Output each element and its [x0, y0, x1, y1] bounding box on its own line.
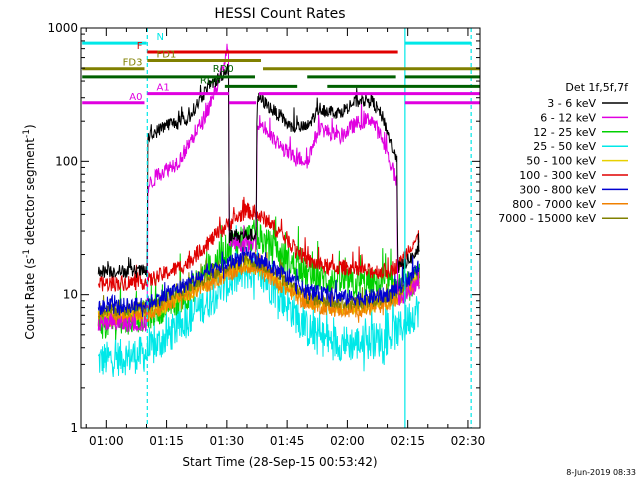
- flag-label-f: F: [137, 41, 143, 52]
- flag-label-a0: A0: [129, 92, 142, 103]
- y-axis-label-sup2: -1: [22, 129, 32, 138]
- series-line-800-7000keV: [97, 252, 420, 328]
- y-axis-label-sup1: -1: [22, 249, 32, 258]
- footer-date: 8-Jun-2019 08:33: [566, 468, 636, 477]
- x-tick-label-0115: 01:15: [149, 434, 184, 448]
- y-tick-label-10: 10: [63, 288, 78, 302]
- flag-label-fd3: FD3: [123, 58, 143, 69]
- x-tick-label-0145: 01:45: [270, 434, 305, 448]
- flag-label-fd1: FD1: [157, 50, 177, 61]
- legend-label-6: 300 - 800 keV: [519, 183, 596, 196]
- plot-frame: [80, 27, 481, 429]
- x-tick-label-0100: 01:00: [89, 434, 124, 448]
- legend-label-4: 50 - 100 keV: [526, 155, 596, 168]
- y-tick-label-1: 1: [70, 421, 78, 435]
- flag-label-rd6: RD6: [200, 75, 221, 86]
- legend-header: Det 1f,5f,7f: [565, 81, 629, 94]
- series-line-6-12keV: [97, 43, 420, 333]
- chart-title: HESSI Count Rates: [214, 6, 345, 22]
- flag-label-a1: A1: [157, 83, 170, 94]
- x-tick-label-0230: 02:30: [451, 434, 486, 448]
- legend-label-3: 25 - 50 keV: [533, 140, 596, 153]
- x-tick-label-0130: 01:30: [210, 434, 245, 448]
- legend-label-7: 800 - 7000 keV: [512, 198, 596, 211]
- flag-label-n: N: [157, 32, 164, 43]
- legend-label-2: 12 - 25 keV: [533, 126, 596, 139]
- series-line-100-300keV: [97, 196, 420, 293]
- y-axis-label-end: ): [23, 124, 37, 129]
- y-axis-label: Count Rate (s-1 detector segment-1): [22, 124, 37, 339]
- x-axis-label: Start Time (28-Sep-15 00:53:42): [182, 455, 377, 469]
- y-tick-label-1000: 1000: [47, 21, 78, 35]
- legend-label-1: 6 - 12 keV: [540, 111, 596, 124]
- series-line-300-800keV: [97, 246, 420, 318]
- y-axis-label-mid: detector segment: [23, 138, 37, 249]
- legend-label-0: 3 - 6 keV: [547, 97, 596, 110]
- legend-label-5: 100 - 300 keV: [519, 169, 596, 182]
- y-axis-label-main: Count Rate (s: [23, 258, 37, 340]
- x-tick-label-0200: 02:00: [330, 434, 365, 448]
- y-tick-label-100: 100: [55, 154, 78, 168]
- legend-label-8: 7000 - 15000 keV: [498, 212, 596, 225]
- flag-label-rd0: RD0: [213, 64, 234, 75]
- x-tick-label-0215: 02:15: [390, 434, 425, 448]
